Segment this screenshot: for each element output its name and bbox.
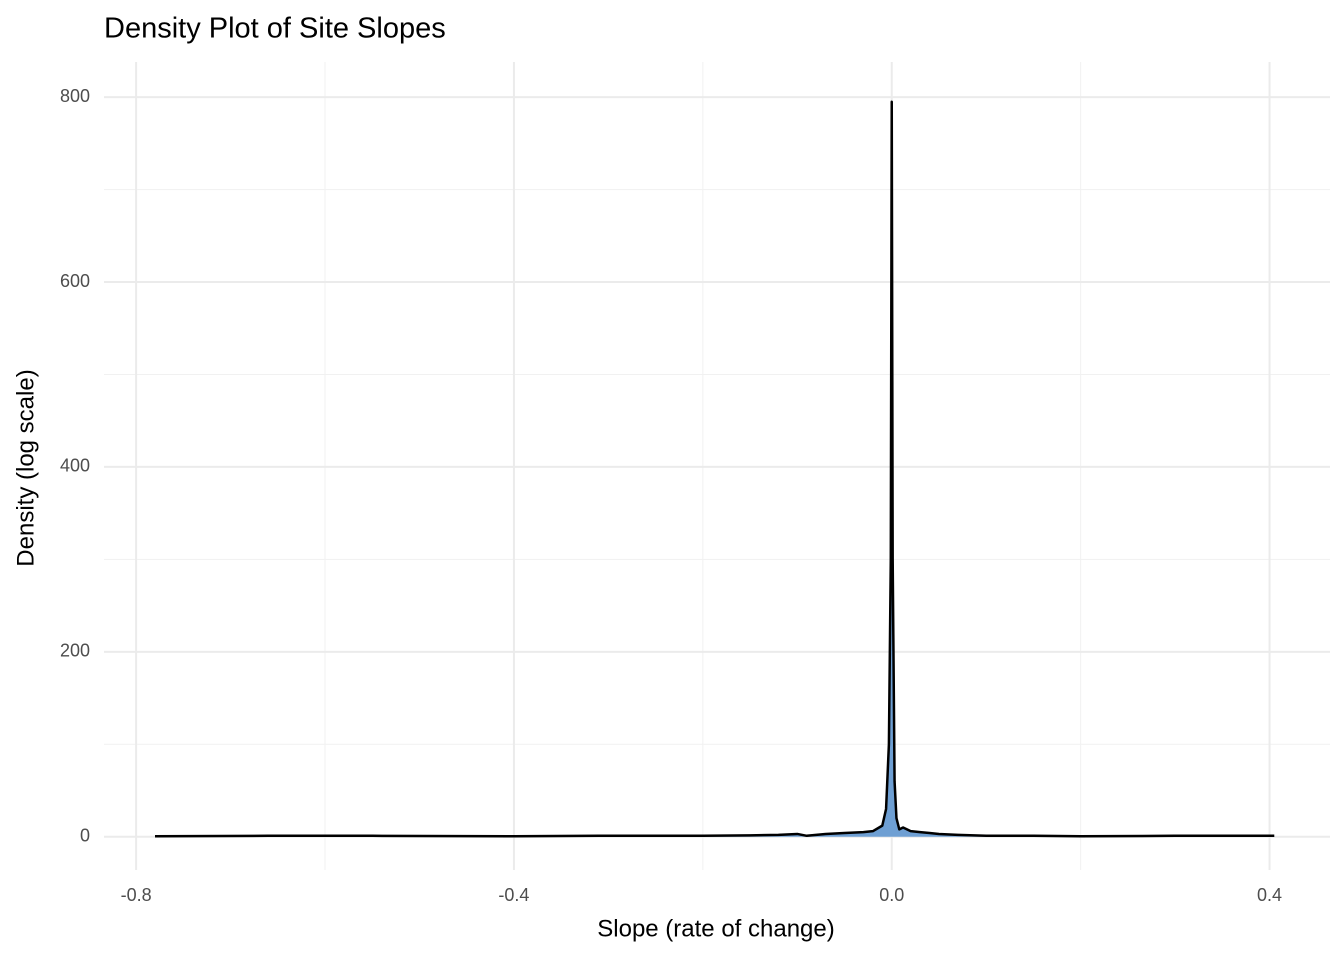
x-axis-title: Slope (rate of change) (597, 915, 834, 942)
y-tick-label: 600 (60, 271, 90, 291)
y-tick-label: 800 (60, 86, 90, 106)
x-tick-label: 0.4 (1257, 885, 1282, 905)
y-tick-label: 200 (60, 641, 90, 661)
y-tick-label: 0 (80, 825, 90, 845)
y-tick-label: 400 (60, 456, 90, 476)
chart-title: Density Plot of Site Slopes (104, 13, 446, 45)
density-line (154, 100, 1275, 838)
x-tick-label: -0.4 (498, 885, 529, 905)
density-area (155, 101, 1275, 837)
x-tick-label: 0.0 (879, 885, 904, 905)
y-axis-title: Density (log scale) (12, 369, 39, 566)
x-tick-label: -0.8 (121, 885, 152, 905)
